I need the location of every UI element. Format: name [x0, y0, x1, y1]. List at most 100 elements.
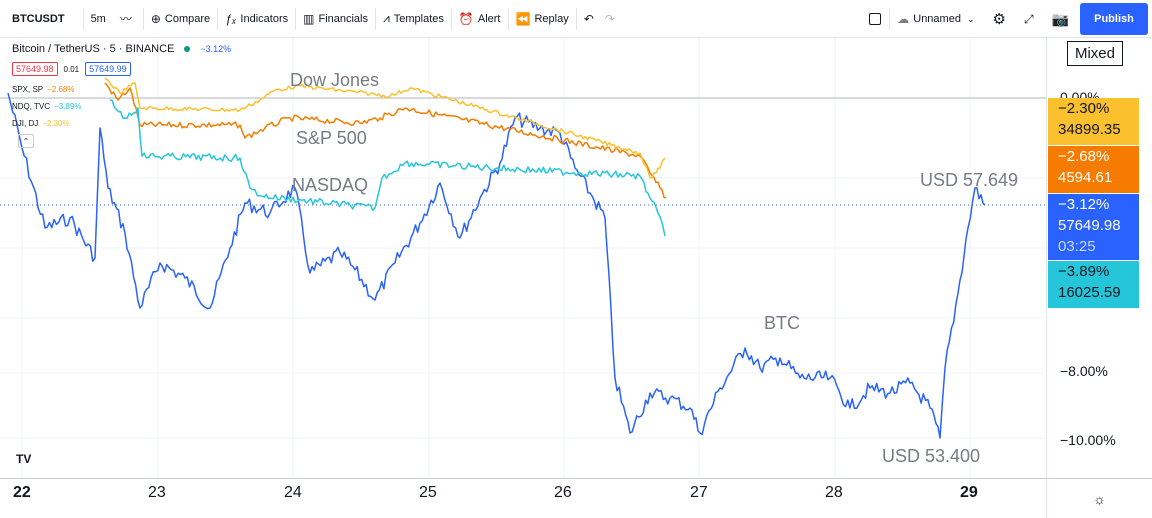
toolbar-divider [217, 7, 219, 30]
buy-price-button[interactable]: 57649.99 [85, 62, 131, 76]
publish-button[interactable]: Publish [1080, 3, 1148, 35]
bar-chart-icon: ▥ [303, 11, 315, 26]
series-line-ndq[interactable] [109, 99, 666, 237]
redo-icon: ↷ [604, 11, 615, 26]
scale-mode-button[interactable]: Mixed [1067, 41, 1123, 66]
top-toolbar: BTCUSDT 5m 〰 ⊕ Compare ƒₓ Indicators ▥ F… [0, 0, 1152, 38]
spread-value: 0.01 [63, 64, 80, 74]
scale-settings-button[interactable]: ☼ [1046, 478, 1152, 518]
series-line-dji[interactable] [104, 77, 666, 179]
toolbar-divider [450, 7, 452, 30]
compare-legend-spx[interactable]: SPX, SP −2.68% [12, 81, 231, 98]
fullscreen-button[interactable]: ⤢ [1017, 0, 1045, 38]
bid-ask-row: 57649.98 0.01 57649.99 [12, 61, 231, 77]
undo-icon: ↶ [583, 11, 594, 26]
compare-label: Compare [164, 12, 211, 25]
compare-button[interactable]: ⊕ Compare [144, 0, 217, 38]
compare-value: −2.30% [42, 119, 70, 128]
tag-value: 16025.59 [1058, 284, 1121, 301]
settings-button[interactable]: ⚙ [986, 0, 1017, 38]
time-label-29: 29 [960, 484, 978, 501]
interval-button[interactable]: 5m [90, 12, 106, 25]
sun-icon: ☼ [1093, 490, 1106, 507]
indicators-button[interactable]: ƒₓ Indicators [218, 0, 295, 38]
scale-label-minus-10: −10.00% [1060, 432, 1116, 448]
comparison-legend: SPX, SP −2.68% NDQ, TVC −3.89% DJI, DJ −… [12, 81, 231, 148]
annotation-sp500: S&P 500 [296, 128, 367, 148]
tag-percent: −2.30% [1058, 100, 1110, 117]
series-title: Bitcoin / TetherUS · 5 · BINANCE [12, 43, 175, 55]
tag-value: 34899.35 [1058, 121, 1121, 138]
plus-circle-icon: ⊕ [150, 11, 161, 26]
time-label-27: 27 [690, 484, 708, 501]
toolbar-divider [295, 7, 297, 30]
annotation-usd-low: USD 53.400 [882, 446, 981, 466]
function-icon: ƒₓ [225, 11, 237, 26]
annotation-dow-jones: Dow Jones [290, 70, 380, 90]
snapshot-button[interactable]: 📷 [1045, 0, 1080, 38]
annotation-btc: BTC [764, 313, 800, 333]
templates-label: Templates [393, 12, 444, 25]
price-chart [0, 38, 1046, 478]
series-line-btc[interactable] [7, 92, 986, 439]
time-label-24: 24 [284, 484, 302, 501]
toolbar-divider [575, 7, 577, 30]
replay-button[interactable]: ⏪ Replay [509, 0, 576, 38]
collapse-legend-button[interactable]: ⌃ [18, 134, 34, 148]
undo-button[interactable]: ↶ [577, 0, 605, 38]
tradingview-logo[interactable]: TV [16, 452, 32, 466]
time-label-28: 28 [825, 484, 843, 501]
templates-button[interactable]: ⩘ Templates [376, 0, 451, 38]
tag-percent: −2.68% [1058, 148, 1110, 165]
bar-countdown: 03:25 [1058, 238, 1096, 255]
chevron-up-icon: ⌃ [22, 136, 30, 146]
cloud-icon: ☁ [897, 12, 910, 26]
alert-button[interactable]: ⏰ Alert [452, 0, 508, 38]
camera-icon: 📷 [1051, 10, 1069, 27]
toolbar-divider [889, 8, 891, 30]
tag-percent: −3.89% [1058, 263, 1110, 280]
main-series-legend[interactable]: Bitcoin / TetherUS · 5 · BINANCE −3.12% [12, 42, 231, 56]
price-tag-spx: −2.68% 4594.61 [1048, 146, 1139, 193]
toolbar-divider [507, 7, 509, 30]
tag-percent: −3.12% [1058, 196, 1110, 213]
price-tag-btc: −3.12% 57649.98 03:25 [1048, 194, 1139, 260]
layout-name: Unnamed [913, 13, 961, 25]
expand-icon: ⤢ [1023, 11, 1034, 26]
time-label-23: 23 [148, 484, 166, 501]
indicators-label: Indicators [240, 12, 289, 25]
fullscreen-toggle-checkbox[interactable] [869, 13, 882, 25]
line-chart-icon: 〰 [119, 12, 132, 26]
chart-pane[interactable] [0, 38, 1046, 478]
compare-name: NDQ, TVC [12, 102, 51, 111]
series-change: −3.12% [200, 44, 232, 54]
sell-price-button[interactable]: 57649.98 [12, 62, 58, 76]
price-scale[interactable] [1046, 38, 1152, 478]
toolbar-divider [142, 7, 144, 30]
time-label-22: 22 [13, 484, 31, 501]
symbol-search-button[interactable]: BTCUSDT [12, 12, 65, 25]
chevron-down-icon: ⌄ [966, 13, 975, 24]
compare-legend-ndq[interactable]: NDQ, TVC −3.89% [12, 98, 231, 115]
layout-menu-button[interactable]: ☁ Unnamed ⌄ [890, 0, 985, 38]
compare-value: −2.68% [47, 85, 75, 94]
compare-legend-dji[interactable]: DJI, DJ −2.30% [12, 115, 231, 132]
alarm-clock-icon: ⏰ [458, 11, 474, 26]
gear-icon: ⚙ [992, 11, 1006, 28]
chart-style-button[interactable]: 〰 [113, 0, 143, 38]
price-tag-dji: −2.30% 34899.35 [1048, 98, 1139, 145]
toolbar-right-group: ☁ Unnamed ⌄ ⚙ ⤢ 📷 Publish [861, 0, 1152, 38]
compare-name: SPX, SP [12, 85, 44, 94]
time-label-26: 26 [554, 484, 572, 501]
financials-button[interactable]: ▥ Financials [296, 0, 375, 38]
replay-label: Replay [534, 12, 569, 25]
series-line-spx[interactable] [104, 82, 667, 199]
time-scale[interactable] [0, 478, 1046, 518]
time-label-25: 25 [419, 484, 437, 501]
toolbar-divider [82, 7, 84, 30]
redo-button[interactable]: ↷ [605, 0, 626, 38]
annotation-usd-high: USD 57.649 [920, 170, 1019, 190]
chart-legend: Bitcoin / TetherUS · 5 · BINANCE −3.12% … [12, 42, 231, 148]
tag-value: 4594.61 [1058, 169, 1113, 186]
toolbar-divider [375, 7, 376, 30]
